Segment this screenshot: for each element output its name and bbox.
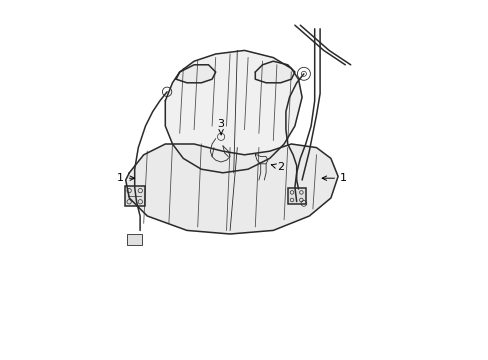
Bar xyxy=(127,234,142,245)
Polygon shape xyxy=(165,50,302,173)
Text: 2: 2 xyxy=(271,162,284,172)
Polygon shape xyxy=(176,65,215,83)
Polygon shape xyxy=(125,144,337,234)
Polygon shape xyxy=(255,61,294,83)
Text: 1: 1 xyxy=(117,173,134,183)
Bar xyxy=(287,188,305,204)
Bar xyxy=(124,186,144,206)
Text: 1: 1 xyxy=(322,173,346,183)
Text: 3: 3 xyxy=(217,119,224,135)
